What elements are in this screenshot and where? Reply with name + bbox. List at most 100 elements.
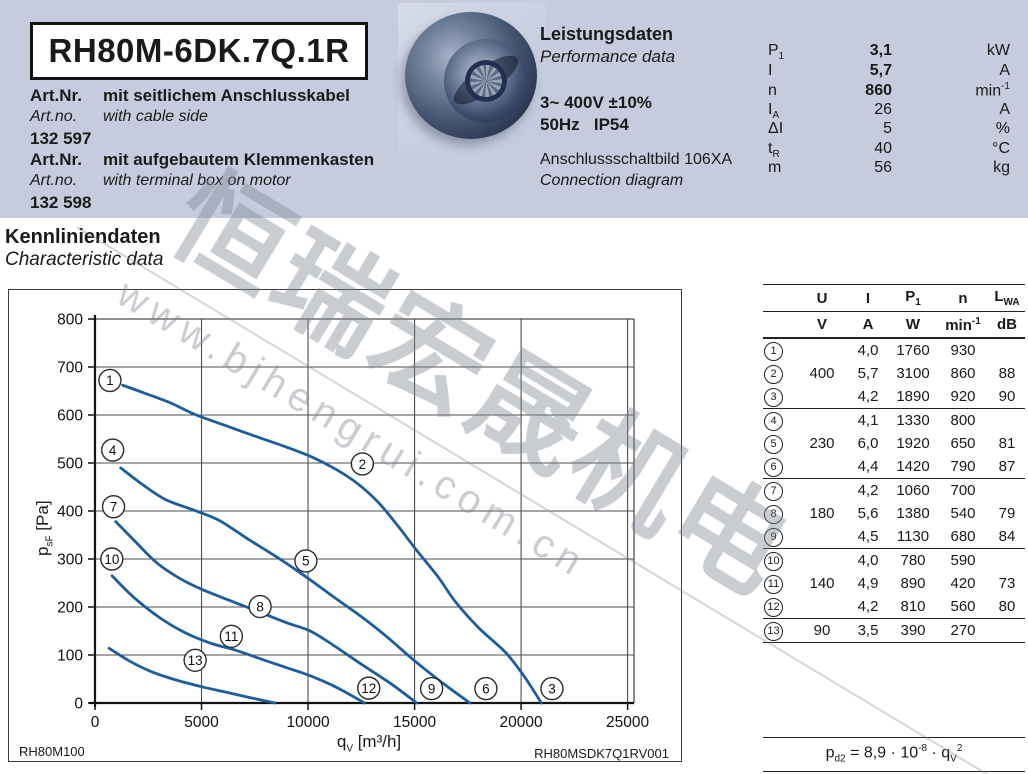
axis-tick-label: 300 <box>57 552 83 569</box>
curve-point-marker: 9 <box>419 676 444 701</box>
connection-en: Connection diagram <box>540 172 684 189</box>
op-cell-p1: 1420 <box>896 458 930 475</box>
column-unit: W <box>905 316 921 333</box>
param-unit: °C <box>992 139 1010 157</box>
op-row: 5 230 6,0 1920 650 81 <box>763 432 1025 455</box>
op-cell-n: 590 <box>950 552 976 569</box>
point-number-badge: 2 <box>764 364 783 384</box>
op-row: 4 4,1 1330 800 <box>763 408 1025 433</box>
svg-text:3: 3 <box>548 681 556 696</box>
op-cell-i: 4,1 <box>857 412 879 429</box>
axis-tick-label: 15000 <box>393 714 436 731</box>
op-cell-u <box>797 595 847 619</box>
op-cell-n: 540 <box>950 505 976 522</box>
op-cell-i: 4,4 <box>857 458 879 475</box>
param-value: 26 <box>874 100 892 118</box>
op-cell-i: 4,0 <box>857 342 879 359</box>
characteristic-chart: 0 100 200 300 400 500 600 700 800 0 5000 10000 15000… <box>8 289 682 762</box>
op-cell-u <box>797 338 847 362</box>
param-symbol: m <box>768 159 782 176</box>
op-cell-i: 4,0 <box>857 552 879 569</box>
op-row: 6 4,4 1420 790 87 <box>763 455 1025 479</box>
article-number: 132 598 <box>30 193 92 212</box>
frequency-ip-spec: 50Hz IP54 <box>540 115 629 134</box>
op-cell-lwa: 81 <box>998 435 1016 452</box>
op-cell-p1: 1760 <box>896 342 930 359</box>
column-header: I <box>865 289 871 307</box>
art-no-label: Art.no. <box>30 172 78 189</box>
op-cell-p1: 810 <box>900 598 926 615</box>
op-row: 11 140 4,9 890 420 73 <box>763 572 1025 595</box>
param-unit: min-1 <box>975 81 1010 100</box>
y-axis-title: psF [Pa] <box>33 500 56 556</box>
param-symbol: tR <box>768 139 780 160</box>
op-cell-n: 790 <box>950 458 976 475</box>
point-number-badge: 10 <box>764 551 783 571</box>
curve-point-marker: 6 <box>474 676 498 701</box>
supply-spec: 3~ 400V ±10% 50Hz IP54 <box>540 92 652 136</box>
axis-tick-label: 0 <box>74 696 83 713</box>
param-unit: A <box>999 100 1010 118</box>
performance-param-row: P1 3,1 kW <box>768 42 1010 62</box>
op-row: 9 4,5 1130 680 84 <box>763 525 1025 549</box>
svg-text:9: 9 <box>428 681 436 696</box>
curve-point-marker: 1 <box>98 368 122 393</box>
op-cell-u <box>797 525 847 549</box>
fan-hub <box>470 65 502 97</box>
column-unit: min-1 <box>945 315 981 334</box>
param-symbol: P1 <box>768 42 785 63</box>
performance-param-row: IA 26 A <box>768 101 1010 121</box>
curve-point-marker: 4 <box>100 438 125 462</box>
fan-curve <box>110 574 366 705</box>
chart-code-left: RH80M100 <box>19 744 85 759</box>
svg-text:4: 4 <box>109 443 117 458</box>
op-row: 13 90 3,5 390 270 <box>763 618 1025 643</box>
performance-param-row: n 860 min-1 <box>768 81 1010 101</box>
column-header: P1 <box>905 288 921 308</box>
op-cell-lwa <box>989 619 1025 643</box>
op-cell-n: 800 <box>950 412 976 429</box>
axis-tick-label: 5000 <box>184 714 219 731</box>
param-unit: kg <box>993 159 1010 176</box>
svg-text:10: 10 <box>104 552 119 567</box>
art-desc-en: with cable side <box>103 108 208 125</box>
svg-text:13: 13 <box>188 653 203 668</box>
column-unit: A <box>862 316 874 333</box>
op-cell-lwa <box>989 479 1025 503</box>
svg-text:1: 1 <box>106 373 114 388</box>
curve-point-marker: 10 <box>100 547 124 571</box>
point-number-badge: 4 <box>764 411 783 431</box>
op-cell-u <box>797 479 847 503</box>
article-block-terminal-box: Art.Nr. mit aufgebautem Klemmenkasten Ar… <box>30 149 510 213</box>
performance-param-row: ΔI 5% <box>768 120 1010 140</box>
section-title-de: Kennliniendaten <box>5 226 161 248</box>
column-header: n <box>958 289 968 307</box>
svg-text:2: 2 <box>359 457 367 472</box>
chart-canvas: 0 100 200 300 400 500 600 700 800 0 5000 10000 15000… <box>57 312 649 732</box>
op-cell-n: 860 <box>950 365 976 382</box>
art-desc-de: mit seitlichem Anschlusskabel <box>103 86 350 105</box>
fan-product-photo <box>398 3 546 151</box>
op-cell-u: 180 <box>809 505 835 522</box>
art-no-label: Art.no. <box>30 108 78 125</box>
curve-point-marker: 2 <box>350 452 375 476</box>
point-number-badge: 7 <box>764 481 783 501</box>
axis-tick-label: 500 <box>57 456 83 473</box>
art-nr-label: Art.Nr. <box>30 86 82 105</box>
op-cell-u: 140 <box>809 575 835 592</box>
point-number-badge: 5 <box>764 434 783 454</box>
op-row: 10 4,0 780 590 <box>763 548 1025 573</box>
op-cell-lwa <box>989 549 1025 573</box>
svg-text:7: 7 <box>110 499 118 514</box>
performance-title-en: Performance data <box>540 47 676 66</box>
axis-tick-label: 20000 <box>500 714 543 731</box>
svg-text:12: 12 <box>361 681 376 696</box>
curve-point-marker: 7 <box>101 494 126 519</box>
op-cell-p1: 3100 <box>896 365 930 382</box>
curve-point-marker: 13 <box>183 648 207 672</box>
fan-curve <box>119 466 472 705</box>
op-cell-p1: 1920 <box>896 435 930 452</box>
axis-tick-label: 400 <box>57 504 83 521</box>
op-cell-u: 230 <box>809 435 835 452</box>
svg-text:5: 5 <box>302 554 310 569</box>
